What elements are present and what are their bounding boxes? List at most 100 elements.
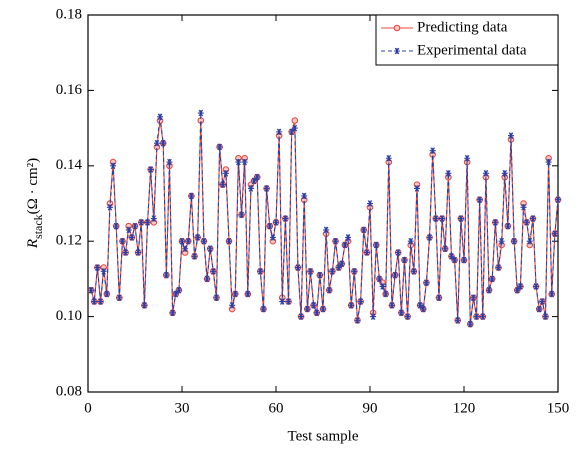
data-point (219, 181, 226, 188)
data-point (338, 260, 345, 268)
data-point (551, 230, 558, 237)
data-point (282, 215, 289, 222)
data-point (495, 264, 502, 271)
data-point (473, 313, 480, 320)
data-point (229, 302, 236, 309)
x-tick-label: 90 (363, 400, 378, 416)
data-point (163, 271, 170, 279)
data-point (476, 196, 483, 204)
data-point (511, 237, 518, 245)
data-point (147, 166, 154, 173)
data-point (128, 234, 135, 241)
data-point (517, 283, 524, 290)
data-point (288, 128, 295, 136)
data-point (429, 147, 436, 155)
data-point (326, 286, 333, 294)
y-label-symbol: R (25, 239, 41, 249)
x-tick-label: 150 (547, 400, 570, 416)
data-point (448, 252, 455, 260)
data-point (504, 222, 511, 230)
data-point (210, 268, 217, 275)
y-tick-label: 0.08 (56, 383, 82, 399)
data-point (376, 275, 383, 283)
data-point (445, 170, 452, 177)
data-point (470, 294, 477, 302)
y-label-subscript: stack (31, 214, 45, 239)
data-point (498, 237, 505, 245)
data-point (545, 158, 552, 166)
series-line (90, 120, 559, 325)
data-point (213, 294, 220, 302)
data-point (235, 158, 242, 166)
data-point (526, 237, 533, 245)
data-point (138, 219, 145, 226)
data-point (185, 237, 192, 245)
data-point (116, 294, 123, 302)
data-point (489, 275, 496, 283)
data-point (482, 170, 489, 177)
legend-box (375, 14, 559, 66)
data-point (523, 219, 530, 226)
data-point (385, 154, 392, 162)
data-point (307, 268, 314, 275)
data-point (357, 298, 364, 305)
data-point (492, 219, 499, 226)
data-point (301, 192, 308, 200)
data-point (125, 226, 132, 234)
data-point (520, 203, 527, 211)
data-point (335, 264, 342, 271)
data-point (204, 275, 211, 283)
data-point (100, 268, 107, 275)
data-point (454, 317, 461, 324)
y-tick-label: 0.10 (56, 308, 82, 324)
legend-label: Predicting data (417, 19, 508, 35)
data-point (160, 139, 167, 147)
x-tick-label: 0 (84, 400, 92, 416)
data-point (320, 305, 326, 313)
y-axis-label: Rstack(Ω · cm²) (25, 158, 44, 249)
data-point (313, 309, 320, 317)
data-point (188, 192, 195, 200)
data-point (373, 241, 380, 249)
data-point (555, 196, 561, 204)
data-point (401, 256, 408, 264)
data-point (153, 139, 160, 147)
data-point (348, 302, 355, 309)
data-point (172, 290, 179, 298)
data-point (135, 249, 142, 256)
data-point (169, 309, 176, 317)
data-point (404, 313, 411, 320)
data-point (354, 317, 361, 324)
data-point (191, 252, 198, 260)
data-point (197, 109, 204, 117)
data-point (298, 313, 305, 320)
y-tick-label: 0.14 (56, 157, 83, 173)
data-point (285, 298, 292, 305)
data-point (88, 286, 95, 294)
data-point (423, 279, 430, 286)
data-point (279, 298, 286, 305)
data-point (461, 256, 467, 264)
data-point (226, 237, 232, 245)
x-tick-label: 120 (453, 400, 476, 416)
data-point (457, 215, 464, 222)
data-point (194, 234, 201, 241)
y-tick-label: 0.16 (56, 82, 83, 98)
data-point (310, 302, 317, 309)
data-point (175, 286, 182, 294)
data-point (345, 234, 352, 241)
data-point (542, 313, 549, 320)
data-point (247, 185, 254, 192)
data-point (157, 113, 164, 121)
data-point (442, 245, 449, 253)
data-point (113, 222, 120, 230)
data-point (451, 256, 458, 264)
data-point (106, 203, 113, 211)
data-point (182, 245, 189, 253)
data-point (370, 313, 377, 320)
x-tick-label: 60 (269, 400, 284, 416)
data-point (486, 286, 493, 294)
data-point (426, 234, 433, 241)
data-point (407, 237, 414, 245)
